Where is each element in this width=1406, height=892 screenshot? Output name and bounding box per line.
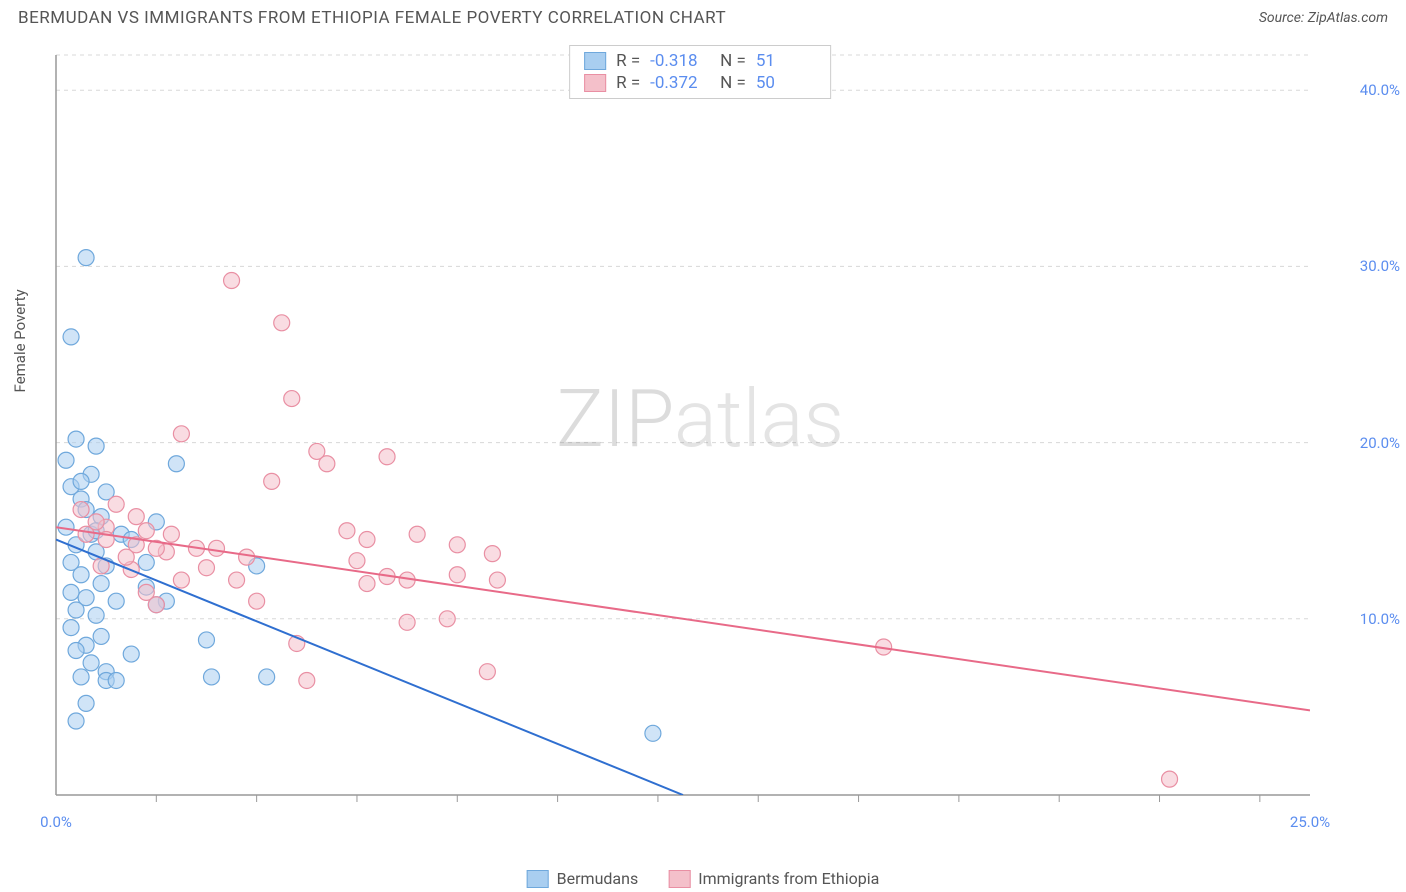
data-point (73, 502, 89, 518)
data-point (209, 540, 225, 556)
data-point (58, 452, 74, 468)
data-point (359, 532, 375, 548)
data-point (379, 449, 395, 465)
data-point (259, 669, 275, 685)
data-point (138, 554, 154, 570)
series-legend: Bermudans Immigrants from Ethiopia (527, 869, 880, 888)
data-point (264, 473, 280, 489)
data-point (479, 664, 495, 680)
chart-area: Female Poverty ZIPatlas R =-0.318N =51R … (50, 45, 1350, 825)
y-tick-label: 30.0% (1360, 257, 1400, 275)
x-tick-label: 25.0% (1290, 813, 1330, 831)
data-point (274, 315, 290, 331)
data-point (93, 576, 109, 592)
y-tick-label: 20.0% (1360, 434, 1400, 452)
x-tick-label: 0.0% (40, 813, 72, 831)
y-tick-label: 40.0% (1360, 81, 1400, 99)
r-value: -0.318 (650, 51, 710, 71)
data-point (68, 602, 84, 618)
data-point (645, 725, 661, 741)
data-point (173, 572, 189, 588)
data-point (63, 329, 79, 345)
data-point (63, 584, 79, 600)
data-point (108, 672, 124, 688)
r-label: R = (616, 73, 640, 93)
data-point (128, 509, 144, 525)
data-point (138, 584, 154, 600)
data-point (229, 572, 245, 588)
data-point (449, 537, 465, 553)
data-point (439, 611, 455, 627)
data-point (78, 695, 94, 711)
data-point (138, 523, 154, 539)
data-point (93, 628, 109, 644)
data-point (359, 576, 375, 592)
data-point (108, 593, 124, 609)
data-point (78, 526, 94, 542)
data-point (73, 567, 89, 583)
stats-row: R = -0.318 N = 51 (584, 50, 816, 72)
source-name: ZipAtlas.com (1308, 10, 1388, 26)
legend-label: Immigrants from Ethiopia (698, 869, 879, 888)
data-point (168, 456, 184, 472)
scatter-plot (50, 45, 1350, 825)
data-point (409, 526, 425, 542)
data-point (489, 572, 505, 588)
data-point (284, 391, 300, 407)
data-point (163, 526, 179, 542)
legend-swatch (584, 52, 606, 70)
data-point (449, 567, 465, 583)
stats-legend: R = -0.318 N = 51 R = -0.372 N = 50 (569, 45, 831, 99)
stats-row: R = -0.372 N = 50 (584, 72, 816, 94)
data-point (203, 669, 219, 685)
legend-item: Immigrants from Ethiopia (668, 869, 879, 888)
data-point (73, 669, 89, 685)
legend-swatch (668, 870, 690, 888)
data-point (88, 438, 104, 454)
n-value: 51 (756, 51, 816, 71)
n-label: N = (720, 51, 746, 71)
data-point (319, 456, 335, 472)
legend-swatch (584, 74, 606, 92)
n-value: 50 (756, 73, 816, 93)
legend-swatch (527, 870, 549, 888)
data-point (249, 593, 265, 609)
data-point (339, 523, 355, 539)
data-point (73, 473, 89, 489)
data-point (83, 655, 99, 671)
data-point (78, 250, 94, 266)
legend-label: Bermudans (557, 869, 639, 888)
chart-header: BERMUDAN VS IMMIGRANTS FROM ETHIOPIA FEM… (0, 0, 1406, 34)
data-point (63, 620, 79, 636)
data-point (173, 426, 189, 442)
data-point (123, 646, 139, 662)
source-attribution: Source: ZipAtlas.com (1259, 10, 1388, 26)
data-point (198, 560, 214, 576)
data-point (484, 546, 500, 562)
source-prefix: Source: (1259, 10, 1308, 26)
chart-title: BERMUDAN VS IMMIGRANTS FROM ETHIOPIA FEM… (18, 8, 726, 28)
data-point (239, 549, 255, 565)
r-label: R = (616, 51, 640, 71)
data-point (224, 273, 240, 289)
data-point (349, 553, 365, 569)
data-point (198, 632, 214, 648)
y-tick-label: 10.0% (1360, 610, 1400, 628)
data-point (108, 496, 124, 512)
data-point (399, 614, 415, 630)
data-point (68, 643, 84, 659)
data-point (68, 431, 84, 447)
y-axis-label: Female Poverty (11, 289, 29, 392)
legend-item: Bermudans (527, 869, 639, 888)
data-point (299, 672, 315, 688)
n-label: N = (720, 73, 746, 93)
data-point (88, 607, 104, 623)
data-point (68, 713, 84, 729)
data-point (1162, 771, 1178, 787)
r-value: -0.372 (650, 73, 710, 93)
